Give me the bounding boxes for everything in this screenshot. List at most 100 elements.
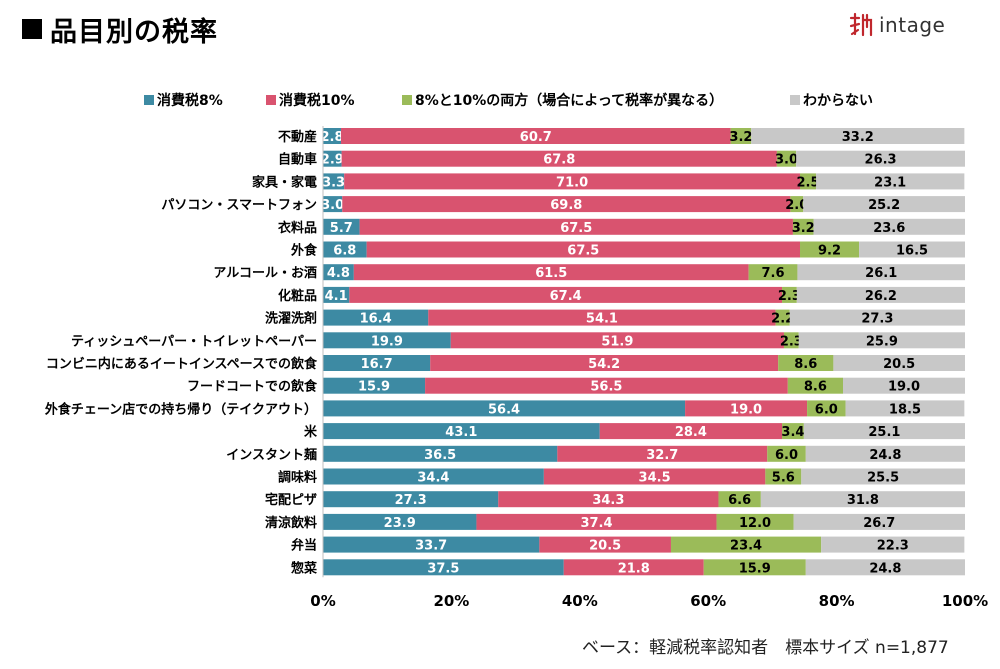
data-label: 20.5 xyxy=(883,357,915,372)
data-label: 27.3 xyxy=(861,312,893,327)
data-label: 56.5 xyxy=(590,380,622,395)
data-label: 51.9 xyxy=(601,334,633,349)
legend-item-tax8: 消費税8% xyxy=(144,90,223,110)
data-label: 2.5 xyxy=(797,175,820,190)
bar-segment xyxy=(800,241,860,258)
category-label: 不動産 xyxy=(278,129,317,145)
data-label: 16.4 xyxy=(360,312,392,327)
data-label: 4.8 xyxy=(327,266,350,281)
bar-segment xyxy=(765,468,802,485)
data-label: 20.5 xyxy=(589,539,621,554)
data-label: 19.9 xyxy=(371,334,403,349)
data-label: 26.7 xyxy=(863,516,895,531)
bar-segment xyxy=(498,491,719,508)
data-label: 3.2 xyxy=(729,130,752,145)
data-label: 43.1 xyxy=(445,425,477,440)
intage-logo: intage xyxy=(848,10,945,40)
data-label: 33.2 xyxy=(842,130,874,145)
category-label: 弁当 xyxy=(291,538,317,554)
data-label: 12.0 xyxy=(739,516,771,531)
x-tick-label: 60% xyxy=(690,592,726,610)
bar-segment xyxy=(843,377,965,394)
bar-segment xyxy=(797,264,965,281)
data-label: 21.8 xyxy=(618,561,650,576)
bar-segment xyxy=(340,128,731,144)
data-label: 24.8 xyxy=(869,561,901,576)
data-label: 67.5 xyxy=(567,244,599,259)
bar-segment xyxy=(323,559,564,576)
legend-swatch-tax10 xyxy=(266,95,276,105)
data-label: 19.0 xyxy=(888,380,920,395)
category-label: インスタント麺 xyxy=(226,447,317,463)
data-label: 69.8 xyxy=(550,198,582,213)
bar-segment xyxy=(323,445,558,462)
bar-segment xyxy=(341,150,777,167)
chart-legend: 消費税8% 消費税10% 8%と10%の両方（場合によって税率が異なる） わから… xyxy=(0,90,1000,110)
data-label: 3.0 xyxy=(321,198,344,213)
category-label: 自動車 xyxy=(278,152,317,168)
bar-segment xyxy=(430,355,779,371)
data-label: 27.3 xyxy=(395,493,427,508)
category-label: 家具・家電 xyxy=(252,174,317,190)
legend-label-unknown: わからない xyxy=(803,93,873,109)
data-label: 34.5 xyxy=(639,471,671,486)
data-label: 54.2 xyxy=(588,357,620,372)
bar-segment xyxy=(366,241,801,258)
legend-item-unknown: わからない xyxy=(790,90,873,110)
bar-segment xyxy=(803,423,965,440)
data-label: 25.2 xyxy=(868,198,900,213)
bar-segment xyxy=(323,377,426,394)
x-tick-label: 80% xyxy=(819,592,855,610)
bar-segment xyxy=(787,377,844,394)
bar-segment xyxy=(323,196,343,213)
data-label: 3.3 xyxy=(322,175,345,190)
category-label: 米 xyxy=(304,424,318,440)
data-label: 6.0 xyxy=(815,402,838,417)
bar-segment xyxy=(783,332,799,349)
data-label: 67.8 xyxy=(543,153,575,168)
bar-segment xyxy=(833,355,965,371)
bar-segment xyxy=(703,559,806,576)
data-label: 15.9 xyxy=(739,561,771,576)
bar-segment xyxy=(563,559,704,576)
data-label: 54.1 xyxy=(586,312,618,327)
data-label: 33.7 xyxy=(415,539,447,554)
bar-segment xyxy=(450,332,784,349)
data-label: 15.9 xyxy=(358,380,390,395)
intage-logo-mark-icon xyxy=(849,12,873,37)
category-label: 清涼飲料 xyxy=(265,515,317,531)
data-label: 2.0 xyxy=(785,198,808,213)
bar-segment xyxy=(760,491,965,508)
data-label: 31.8 xyxy=(847,493,879,508)
data-label: 5.6 xyxy=(772,471,795,486)
data-label: 3.4 xyxy=(781,425,804,440)
data-label: 26.3 xyxy=(865,153,897,168)
data-label: 2.9 xyxy=(321,153,344,168)
bar-segment xyxy=(557,445,768,462)
data-label: 71.0 xyxy=(556,175,588,190)
legend-swatch-tax8 xyxy=(144,95,154,105)
bar-segment xyxy=(748,264,798,281)
data-label: 25.5 xyxy=(867,471,899,486)
data-label: 6.0 xyxy=(775,448,798,463)
bar-segment xyxy=(323,150,342,167)
bar-segment xyxy=(776,150,797,167)
data-label: 34.4 xyxy=(417,471,449,486)
data-label: 6.8 xyxy=(333,244,356,259)
bar-segment xyxy=(670,536,822,553)
data-label: 60.7 xyxy=(520,130,552,145)
category-label: アルコール・お酒 xyxy=(213,266,317,281)
bar-segment xyxy=(718,491,761,508)
bar-segment xyxy=(685,400,808,417)
bar-segment xyxy=(775,309,790,326)
bar-segment xyxy=(782,286,797,303)
bar-segment xyxy=(793,513,965,530)
category-label: コンビニ内にあるイートインスペースでの飲食 xyxy=(46,356,318,372)
data-label: 25.1 xyxy=(868,425,900,440)
bar-segment xyxy=(323,468,544,485)
bar-segment xyxy=(805,445,965,462)
category-label: 外食チェーン店での持ち帰り（テイクアウト） xyxy=(44,401,317,417)
bar-segment xyxy=(796,150,965,167)
bar-segment xyxy=(323,536,540,553)
bar-segment xyxy=(845,400,965,417)
